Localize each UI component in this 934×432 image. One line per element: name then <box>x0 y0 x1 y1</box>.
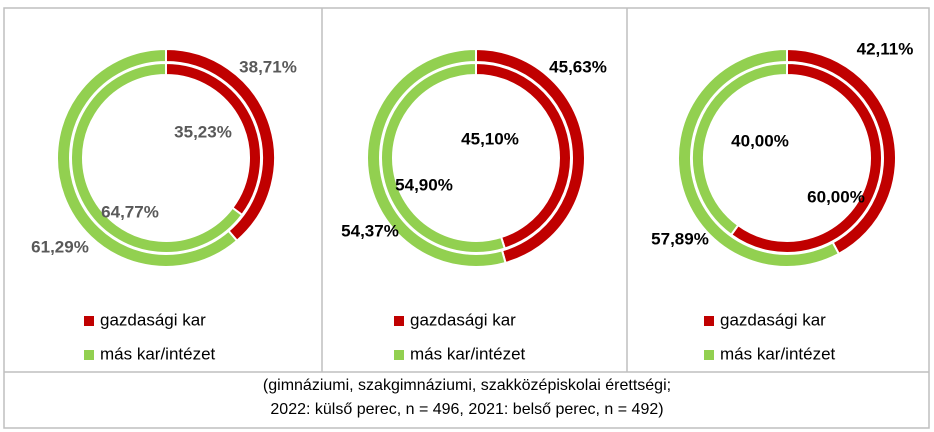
caption: (gimnáziumi, szakgimnáziumi, szakközépis… <box>263 377 671 394</box>
data-label: 35,23% <box>174 122 232 141</box>
data-label: 54,90% <box>395 175 453 194</box>
caption: 2022: külső perec, n = 496, 2021: belső … <box>270 401 663 418</box>
donut-slice <box>70 61 244 254</box>
data-label: 38,71% <box>239 57 297 76</box>
data-label: 54,37% <box>341 221 399 240</box>
data-label: 42,11% <box>857 39 914 58</box>
donut-slice <box>380 61 507 254</box>
frame <box>3 7 930 429</box>
legend-swatch <box>394 316 404 326</box>
donut-slice <box>691 61 788 237</box>
legend-label: gazdasági kar <box>100 310 206 329</box>
data-label: 57,89% <box>651 229 709 248</box>
data-label: 45,63% <box>549 57 607 76</box>
data-label: 60,00% <box>807 187 865 206</box>
legend-swatch <box>84 316 94 326</box>
legend-swatch <box>394 350 404 360</box>
data-label: 40,00% <box>731 131 789 150</box>
data-label: 45,10% <box>461 129 519 148</box>
legend-swatch <box>84 350 94 360</box>
legend-label: gazdasági kar <box>410 310 516 329</box>
legend-label: más kar/intézet <box>720 344 836 363</box>
legend-swatch <box>704 350 714 360</box>
legend-swatch <box>704 316 714 326</box>
data-label: 61,29% <box>31 237 89 256</box>
data-label: 64,77% <box>101 202 159 221</box>
legend-label: más kar/intézet <box>100 344 216 363</box>
legend-label: más kar/intézet <box>410 344 526 363</box>
legend-label: gazdasági kar <box>720 310 826 329</box>
